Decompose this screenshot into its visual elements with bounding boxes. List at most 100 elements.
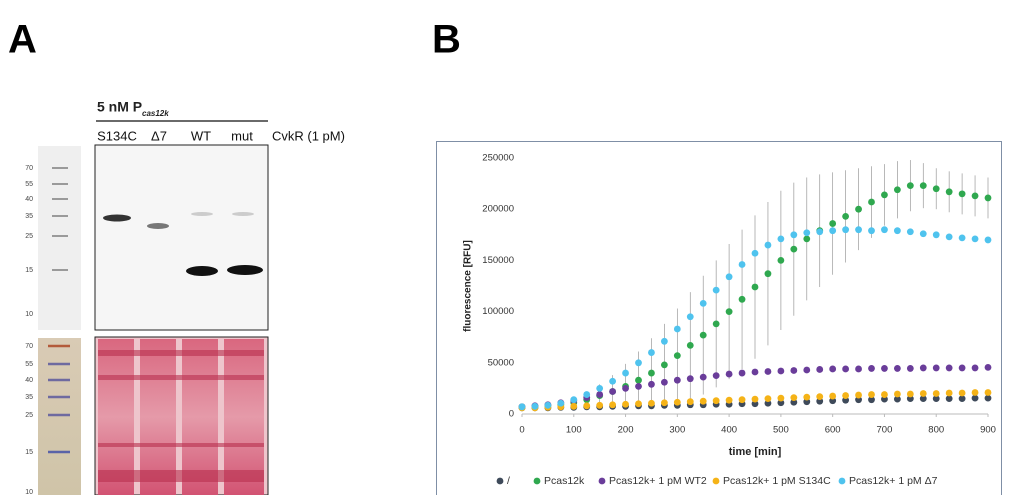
- heading: 5 nM P: [97, 99, 142, 115]
- data-point: [570, 403, 577, 410]
- ladder-label: 35: [25, 213, 33, 220]
- ladder-label: 55: [25, 361, 33, 368]
- y-tick-label: 250000: [482, 153, 514, 164]
- data-point: [674, 326, 681, 333]
- data-point: [881, 226, 888, 233]
- data-point: [596, 391, 603, 398]
- data-point: [790, 394, 797, 401]
- x-tick-label: 900: [980, 425, 996, 436]
- x-tick-label: 200: [618, 425, 634, 436]
- data-point: [739, 370, 746, 377]
- data-point: [635, 359, 642, 366]
- data-point: [894, 365, 901, 372]
- data-point: [661, 361, 668, 368]
- data-point: [920, 230, 927, 237]
- data-point: [583, 391, 590, 398]
- data-point: [661, 399, 668, 406]
- data-point: [739, 296, 746, 303]
- data-point: [881, 365, 888, 372]
- data-point: [752, 284, 759, 291]
- data-point: [959, 390, 966, 397]
- data-point: [622, 385, 629, 392]
- ladder-label: 70: [25, 343, 33, 350]
- data-point: [803, 235, 810, 242]
- data-point: [829, 366, 836, 373]
- data-point: [752, 396, 759, 403]
- y-tick-label: 200000: [482, 204, 514, 215]
- data-point: [752, 250, 759, 257]
- x-axis-title: time [min]: [729, 446, 782, 458]
- data-point: [946, 233, 953, 240]
- lane-title: CvkR (1 pM): [272, 128, 345, 143]
- data-point: [829, 227, 836, 234]
- data-point: [946, 390, 953, 397]
- data-point: [894, 186, 901, 193]
- data-point: [790, 231, 797, 238]
- data-point: [972, 389, 979, 396]
- ladder-strip: [38, 146, 81, 330]
- data-point: [920, 365, 927, 372]
- data-point: [933, 365, 940, 372]
- data-point: [519, 403, 526, 410]
- legend-label: Pcas12k: [544, 475, 585, 487]
- ladder-label: 10: [25, 311, 33, 318]
- legend-label: Pcas12k+ 1 pM WT2: [609, 475, 707, 487]
- data-point: [557, 400, 564, 407]
- data-point: [907, 182, 914, 189]
- data-point: [700, 374, 707, 381]
- legend-label: /: [507, 475, 510, 487]
- ladder-strip: [38, 338, 81, 495]
- data-point: [661, 379, 668, 386]
- data-point: [609, 388, 616, 395]
- data-point: [959, 234, 966, 241]
- data-point: [674, 352, 681, 359]
- data-point: [713, 287, 720, 294]
- data-point: [946, 365, 953, 372]
- heading-sub: cas12k: [142, 109, 169, 118]
- x-tick-label: 300: [669, 425, 685, 436]
- data-point: [648, 370, 655, 377]
- x-tick-label: 0: [519, 425, 524, 436]
- data-point: [868, 391, 875, 398]
- data-point: [803, 229, 810, 236]
- y-tick-label: 100000: [482, 306, 514, 317]
- data-point: [726, 397, 733, 404]
- data-point: [803, 394, 810, 401]
- data-point: [881, 191, 888, 198]
- data-point: [790, 246, 797, 253]
- data-point: [933, 185, 940, 192]
- data-point: [674, 399, 681, 406]
- legend-marker: [839, 478, 846, 485]
- data-point: [920, 390, 927, 397]
- data-point: [596, 402, 603, 409]
- ladder-label: 70: [25, 165, 33, 172]
- data-point: [700, 398, 707, 405]
- data-point: [739, 396, 746, 403]
- x-tick-label: 500: [773, 425, 789, 436]
- data-point: [648, 381, 655, 388]
- legend-marker: [713, 478, 720, 485]
- data-point: [972, 235, 979, 242]
- data-point: [700, 332, 707, 339]
- data-point: [661, 338, 668, 345]
- data-point: [777, 257, 784, 264]
- figure: A B 5 nM P cas12k S134C Δ7 WT mut CvkR (…: [0, 0, 1013, 495]
- blot-top: [95, 145, 268, 330]
- data-point: [855, 206, 862, 213]
- data-point: [803, 367, 810, 374]
- y-axis-title: fluorescence [RFU]: [463, 240, 474, 332]
- data-point: [687, 398, 694, 405]
- data-point: [972, 365, 979, 372]
- legend-label: Pcas12k+ 1 pM S134C: [723, 475, 831, 487]
- data-point: [985, 389, 992, 396]
- data-point: [881, 391, 888, 398]
- data-point: [726, 308, 733, 315]
- data-point: [713, 397, 720, 404]
- data-point: [933, 390, 940, 397]
- data-point: [635, 400, 642, 407]
- ladder-label: 40: [25, 377, 33, 384]
- data-point: [635, 383, 642, 390]
- data-point: [894, 227, 901, 234]
- data-point: [635, 377, 642, 384]
- data-point: [648, 400, 655, 407]
